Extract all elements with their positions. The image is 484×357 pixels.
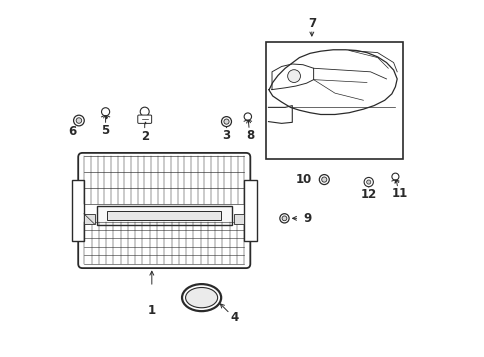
Circle shape	[140, 107, 149, 116]
Circle shape	[76, 118, 81, 123]
Text: 8: 8	[246, 129, 254, 142]
Circle shape	[363, 177, 373, 187]
Circle shape	[287, 70, 300, 82]
Circle shape	[279, 214, 288, 223]
Text: 1: 1	[148, 303, 155, 317]
Circle shape	[366, 180, 370, 184]
Ellipse shape	[182, 284, 221, 311]
Bar	[265, 41, 402, 159]
Text: 3: 3	[222, 129, 230, 142]
Circle shape	[391, 173, 398, 180]
FancyBboxPatch shape	[137, 115, 151, 124]
Text: 12: 12	[360, 188, 376, 201]
Bar	[107, 211, 221, 220]
Circle shape	[318, 175, 329, 185]
Circle shape	[321, 177, 326, 182]
Circle shape	[224, 119, 228, 124]
Text: 4: 4	[230, 311, 238, 325]
Text: 10: 10	[295, 173, 311, 186]
Text: 6: 6	[68, 125, 76, 138]
Circle shape	[101, 108, 109, 116]
Circle shape	[221, 117, 231, 127]
Bar	[96, 206, 231, 225]
Bar	[244, 180, 256, 241]
Circle shape	[282, 216, 286, 221]
Text: 7: 7	[307, 17, 315, 30]
Text: 9: 9	[303, 212, 311, 225]
Text: 5: 5	[101, 124, 109, 137]
Text: 2: 2	[140, 130, 149, 143]
Bar	[233, 214, 244, 224]
Bar	[84, 214, 94, 224]
Circle shape	[243, 113, 251, 120]
FancyBboxPatch shape	[78, 153, 250, 268]
Text: 11: 11	[391, 187, 407, 200]
Bar	[72, 180, 84, 241]
Ellipse shape	[185, 287, 217, 308]
Circle shape	[74, 115, 84, 126]
